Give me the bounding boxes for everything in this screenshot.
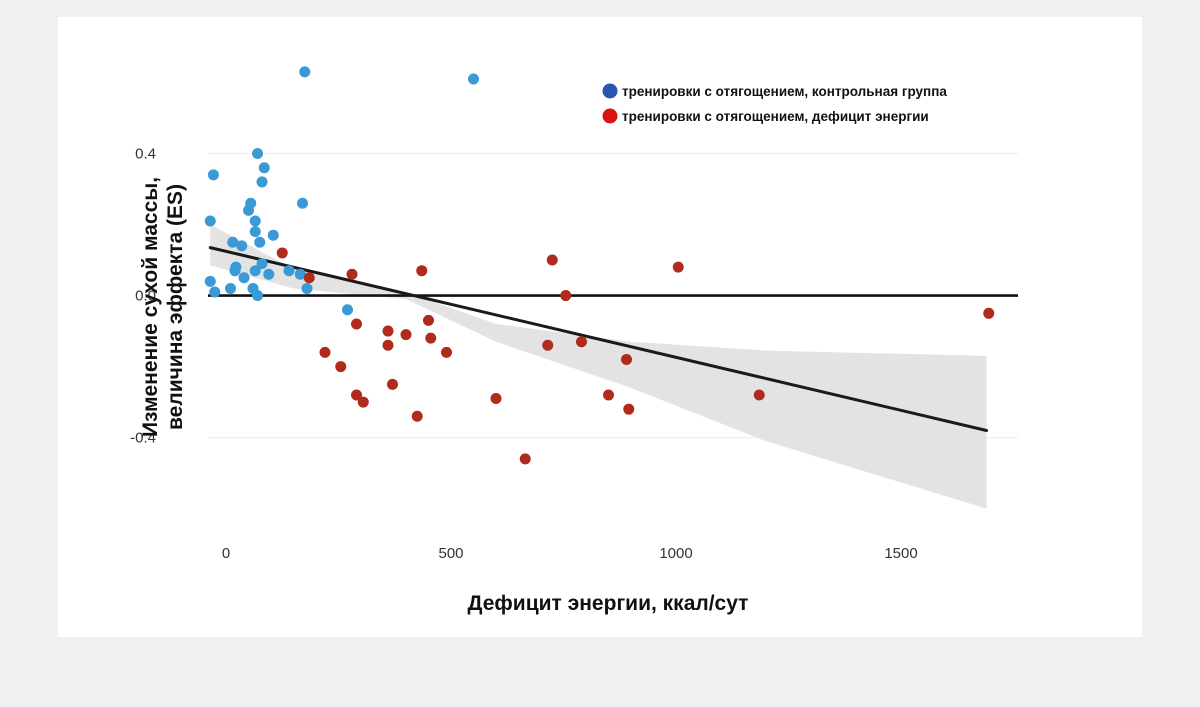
control-group-point — [252, 148, 263, 160]
deficit-group-point — [351, 318, 362, 330]
deficit-group-point — [387, 378, 398, 390]
legend: тренировки с отягощением, контрольная гр… — [602, 83, 947, 124]
control-group-point — [267, 229, 279, 241]
deficit-group-point — [357, 396, 369, 408]
deficit-group-point — [542, 339, 554, 351]
control-group-point — [299, 66, 311, 78]
control-group-point — [256, 176, 268, 188]
legend-label: тренировки с отягощением, дефицит энерги… — [622, 109, 929, 124]
deficit-group-point — [603, 389, 614, 401]
deficit-group-point — [423, 314, 434, 326]
confidence-band-layer — [210, 224, 987, 509]
control-group-point — [254, 236, 266, 248]
deficit-group-point — [621, 353, 632, 365]
deficit-group-point — [346, 268, 358, 280]
x-tick-label: 0 — [222, 545, 230, 562]
chart-card: 0.4 0.0 -0.4 0 500 1000 1500 тренировки с отя… — [58, 17, 1142, 637]
data-points-layer — [204, 66, 995, 465]
legend-marker — [602, 108, 618, 124]
control-group-point — [468, 73, 479, 85]
control-group-point — [294, 268, 306, 280]
control-group-point — [256, 258, 268, 270]
control-group-point — [301, 282, 313, 294]
x-tick-label: 1000 — [659, 545, 692, 562]
y-tick-labels: 0.4 0.0 -0.4 — [130, 146, 156, 447]
control-group-point — [252, 290, 263, 302]
control-group-point — [245, 197, 257, 209]
deficit-group-point — [319, 346, 331, 358]
control-group-point — [249, 265, 261, 277]
control-group-point — [204, 215, 216, 227]
deficit-group-point — [560, 290, 572, 302]
deficit-group-point — [276, 247, 288, 259]
control-group-point — [236, 240, 248, 252]
trend-line-layer — [208, 246, 988, 432]
deficit-group-point — [623, 403, 635, 415]
deficit-group-point — [411, 410, 423, 422]
deficit-group-point — [400, 329, 412, 341]
control-group-point — [342, 304, 353, 316]
deficit-group-point — [335, 361, 347, 373]
control-group-point — [263, 268, 275, 280]
deficit-group-point — [416, 265, 428, 277]
deficit-group-point — [576, 336, 587, 348]
y-tick-label: -0.4 — [130, 430, 156, 447]
control-group-point — [249, 226, 261, 238]
confidence-band — [210, 224, 987, 509]
control-group-point — [249, 215, 261, 227]
y-tick-label: 0.0 — [135, 288, 156, 305]
control-group-point — [258, 162, 270, 174]
y-axis-title: Изменение сухой массы, величина эффекта … — [139, 177, 187, 437]
control-group-point — [230, 261, 242, 273]
deficit-group-point — [490, 393, 502, 405]
y-axis-title-line-1: Изменение сухой массы, — [139, 177, 162, 437]
legend-label: тренировки с отягощением, контрольная гр… — [622, 84, 947, 99]
control-group-point — [227, 236, 239, 248]
x-tick-label: 1500 — [884, 545, 917, 562]
deficit-group-point — [425, 332, 437, 344]
y-axis-title-line-2: величина эффекта (ES) — [164, 184, 187, 430]
deficit-group-point — [672, 261, 684, 273]
x-tick-labels: 0 500 1000 1500 — [222, 545, 918, 562]
x-axis-title: Дефицит энергии, ккал/сут — [468, 592, 749, 615]
control-group-point — [297, 197, 308, 209]
control-group-point — [283, 265, 295, 277]
deficit-group-point — [983, 307, 995, 319]
deficit-group-point — [519, 453, 531, 465]
control-group-point — [207, 169, 219, 181]
control-group-point — [238, 272, 250, 284]
control-group-point — [209, 286, 221, 298]
deficit-group-point — [546, 254, 558, 266]
x-tick-label: 500 — [438, 545, 463, 562]
deficit-group-point — [441, 346, 452, 358]
control-group-point — [225, 282, 236, 294]
trend-line — [208, 246, 988, 432]
deficit-group-point — [351, 389, 362, 401]
deficit-group-point — [303, 272, 315, 284]
deficit-group-point — [382, 325, 394, 337]
deficit-group-point — [753, 389, 765, 401]
control-group-point — [204, 275, 216, 287]
y-tick-label: 0.4 — [135, 146, 156, 163]
legend-marker — [602, 83, 618, 99]
scatter-chart: 0.4 0.0 -0.4 0 500 1000 1500 тренировки с отя… — [130, 66, 1018, 615]
deficit-group-point — [382, 339, 394, 351]
